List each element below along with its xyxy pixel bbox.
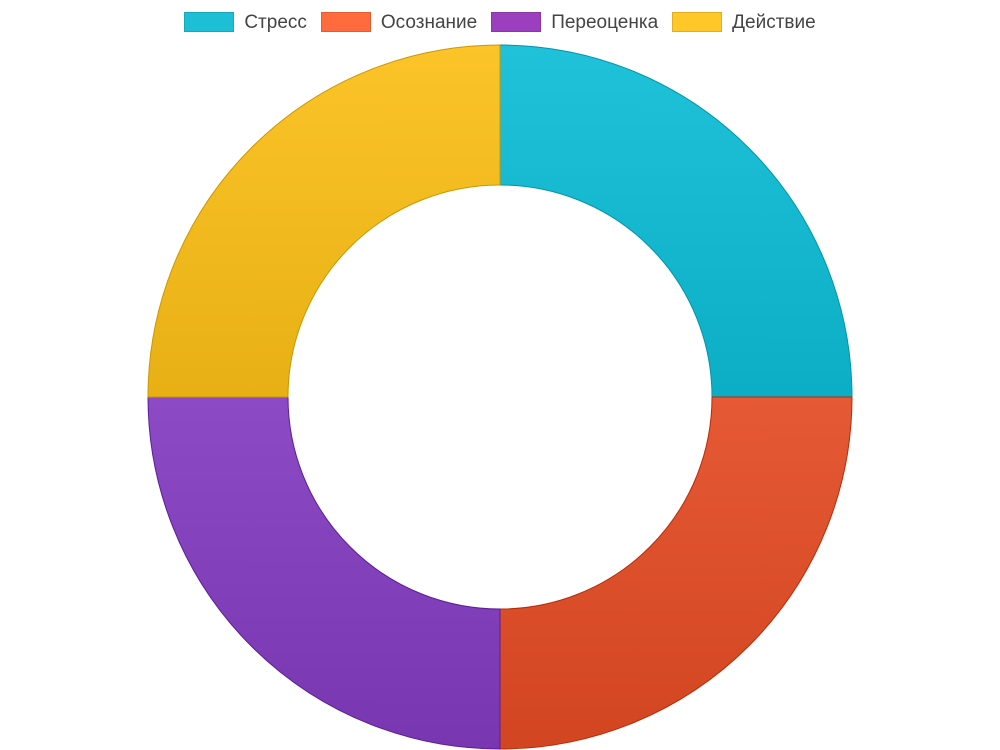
donut-slice-2[interactable] bbox=[499, 396, 853, 750]
legend-label: Переоценка bbox=[551, 11, 659, 33]
legend-swatch bbox=[184, 12, 235, 32]
chart-legend: Стресс Осознание Переоценка Действие bbox=[0, 6, 1000, 38]
legend-item[interactable]: Осознание bbox=[320, 11, 478, 33]
legend-label: Осознание bbox=[380, 11, 478, 33]
donut-slice-1[interactable] bbox=[499, 44, 853, 398]
legend-label: Стресс bbox=[244, 11, 307, 33]
donut-slice-3[interactable] bbox=[147, 396, 501, 750]
donut-slice-4[interactable] bbox=[147, 44, 501, 398]
legend-item[interactable]: Переоценка bbox=[491, 12, 658, 32]
legend-item[interactable]: Стресс bbox=[184, 12, 307, 32]
donut-slices bbox=[147, 44, 853, 750]
legend-swatch bbox=[320, 12, 371, 32]
legend-swatch bbox=[491, 12, 542, 32]
legend-label: Действие bbox=[732, 11, 816, 33]
legend-item[interactable]: Действие bbox=[672, 12, 816, 32]
legend-swatch bbox=[672, 12, 723, 32]
